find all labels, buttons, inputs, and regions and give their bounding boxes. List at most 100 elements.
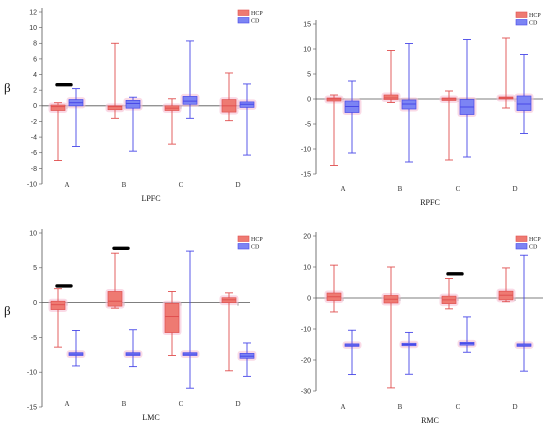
panel-title: RPFC xyxy=(420,198,440,207)
y-axis-label: β xyxy=(4,303,11,318)
iqr-box xyxy=(107,291,123,307)
y-tick-label: 0 xyxy=(33,300,37,307)
cd-box-c xyxy=(180,40,200,119)
x-tick-label: C xyxy=(456,185,461,193)
legend-label-cd: CD xyxy=(529,21,538,27)
legend-swatch-hcp xyxy=(515,235,528,242)
y-tick-label: -15 xyxy=(27,404,37,411)
y-tick-label: 8 xyxy=(33,41,37,48)
legend-swatch-cd xyxy=(515,243,528,250)
hcp-box-a xyxy=(48,102,68,161)
legend-label-cd: CD xyxy=(251,19,260,25)
iqr-box xyxy=(164,302,180,333)
legend: HCP CD xyxy=(515,11,541,27)
legend-label-hcp: HCP xyxy=(251,11,263,17)
x-tick-label: C xyxy=(179,400,184,408)
hcp-box-d xyxy=(496,37,516,109)
y-tick-label: 5 xyxy=(33,265,37,272)
y-tick-label: 2 xyxy=(33,88,37,95)
y-tick-label: 4 xyxy=(33,72,37,79)
cd-box-d xyxy=(514,54,534,134)
y-axis-label: β xyxy=(4,80,11,95)
y-tick-label: 5 xyxy=(307,71,311,78)
iqr-box xyxy=(383,94,399,100)
iqr-box xyxy=(125,99,141,109)
hcp-box-a xyxy=(48,288,68,348)
hcp-box-c xyxy=(439,90,459,161)
y-tick-label: -10 xyxy=(27,181,37,188)
x-tick-label: A xyxy=(64,181,69,189)
legend-swatch-cd xyxy=(237,17,250,24)
cd-box-c xyxy=(180,250,200,389)
cd-box-b xyxy=(123,329,143,368)
legend-label-hcp: HCP xyxy=(529,13,541,19)
y-tick-label: -4 xyxy=(31,134,37,141)
legend-label-cd: CD xyxy=(251,245,260,251)
x-tick-label: C xyxy=(456,403,461,411)
legend-label-hcp: HCP xyxy=(251,237,263,243)
y-tick-label: -5 xyxy=(305,121,311,128)
cd-box-c xyxy=(457,39,477,158)
x-tick-label: B xyxy=(122,181,127,189)
y-tick-label: 12 xyxy=(29,9,37,16)
hcp-box-d xyxy=(219,72,239,122)
y-tick-label: -15 xyxy=(301,171,311,178)
cd-box-b xyxy=(123,96,143,152)
iqr-box xyxy=(50,104,66,111)
cd-box-a xyxy=(66,329,86,367)
hcp-box-a xyxy=(324,264,344,313)
y-tick-label: 15 xyxy=(303,21,311,28)
y-tick-label: -10 xyxy=(301,326,311,333)
legend-swatch-cd xyxy=(237,243,250,250)
y-tick-label: 6 xyxy=(33,56,37,63)
y-tick-label: 10 xyxy=(29,230,37,237)
y-tick-label: -20 xyxy=(301,357,311,364)
cd-box-c xyxy=(457,316,477,353)
hcp-box-b xyxy=(381,266,401,389)
y-tick-label: -10 xyxy=(27,370,37,377)
hcp-box-c xyxy=(439,278,459,310)
legend-swatch-cd xyxy=(515,19,528,26)
y-tick-label: 0 xyxy=(33,103,37,110)
panel-title: LMC xyxy=(142,413,159,422)
y-tick-label: 20 xyxy=(303,233,311,240)
legend: HCP CD xyxy=(515,235,541,251)
cd-box-b xyxy=(399,331,419,375)
panel-title: RMC xyxy=(421,416,439,425)
iqr-box xyxy=(50,300,66,310)
x-tick-label: C xyxy=(179,181,184,189)
legend-swatch-hcp xyxy=(515,11,528,18)
x-tick-label: B xyxy=(398,185,403,193)
x-tick-label: D xyxy=(512,185,517,193)
hcp-box-d xyxy=(496,267,516,303)
x-tick-label: A xyxy=(340,403,345,411)
y-tick-label: 10 xyxy=(303,46,311,53)
y-tick-label: 0 xyxy=(307,96,311,103)
y-tick-label: 10 xyxy=(29,25,37,32)
x-tick-label: B xyxy=(398,403,403,411)
hcp-box-c xyxy=(162,98,182,145)
x-tick-label: D xyxy=(235,181,240,189)
iqr-box xyxy=(182,96,198,105)
x-tick-label: D xyxy=(235,400,240,408)
hcp-box-b xyxy=(105,252,125,309)
y-tick-label: -2 xyxy=(31,119,37,126)
iqr-box xyxy=(516,95,532,111)
cd-box-d xyxy=(237,342,257,377)
iqr-box xyxy=(107,105,123,111)
legend-swatch-hcp xyxy=(237,9,250,16)
y-tick-label: 10 xyxy=(303,264,311,271)
y-tick-label: 0 xyxy=(307,295,311,302)
legend-label-hcp: HCP xyxy=(529,237,541,243)
cd-box-a xyxy=(342,329,362,376)
panel-title: LPFC xyxy=(141,194,160,203)
hcp-box-d xyxy=(219,292,239,372)
legend: HCP CD xyxy=(237,235,263,251)
hcp-box-a xyxy=(324,94,344,166)
legend: HCP CD xyxy=(237,9,263,25)
cd-box-d xyxy=(514,254,534,372)
